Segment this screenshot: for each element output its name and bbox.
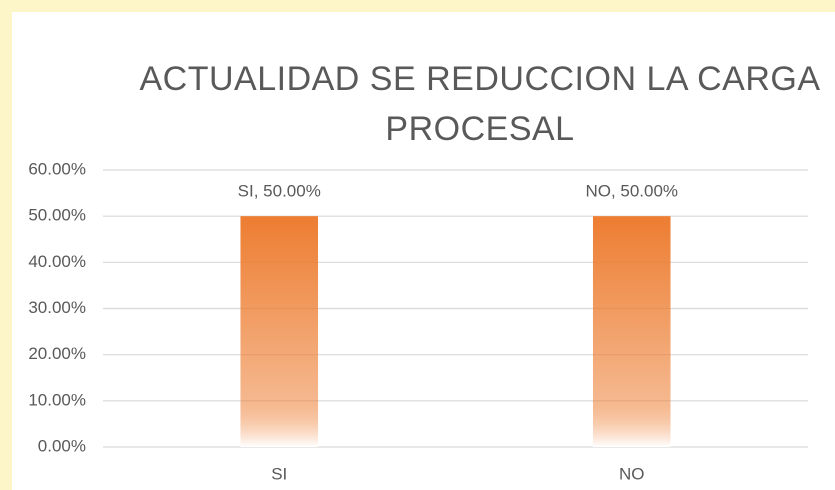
y-tick-label: 10.00% [28,390,86,409]
y-tick-label: 0.00% [38,436,86,455]
data-label: SI, 50.00% [238,182,321,201]
y-tick-label: 40.00% [28,252,86,271]
y-tick-label: 50.00% [28,206,86,225]
data-label: NO, 50.00% [585,182,678,201]
bar [240,216,319,447]
y-tick-label: 60.00% [28,159,86,178]
chart-title: ACTUALIDAD SE REDUCCION LA CARGA PROCESA… [139,60,821,148]
y-tick-label: 30.00% [28,298,86,317]
chart-panel [12,12,835,490]
bar [592,216,671,447]
x-tick-label: SI [271,464,287,483]
x-tick-label: NO [619,464,645,483]
y-tick-label: 20.00% [28,344,86,363]
